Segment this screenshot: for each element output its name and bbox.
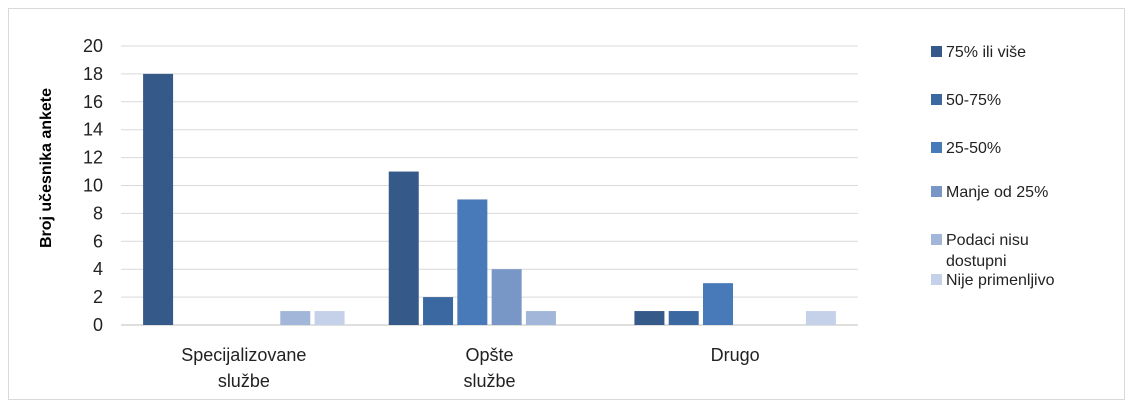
legend-label: 50-75% [946, 92, 1001, 109]
bar [805, 311, 836, 325]
legend-label: 25-50% [946, 140, 1001, 157]
x-category-label-line: Drugo [711, 345, 760, 365]
x-category-label-line: službe [218, 371, 270, 391]
x-category-label: Opšte službe [463, 345, 515, 391]
bar [423, 297, 454, 325]
chart-frame [8, 8, 1125, 400]
legend-swatch [931, 234, 942, 245]
y-tick-label: 12 [83, 148, 103, 168]
bar [314, 311, 345, 325]
legend-label: Nije primenljivo [946, 272, 1055, 289]
x-category-label-line: službe [463, 371, 515, 391]
y-tick-label: 10 [83, 176, 103, 196]
y-tick-label: 6 [93, 231, 103, 251]
legend-swatch [931, 274, 942, 285]
bar [388, 171, 419, 325]
bar [143, 73, 174, 326]
bar [668, 311, 699, 325]
y-axis-label: Broj učesnika ankete [38, 88, 55, 248]
y-tick-label: 4 [93, 259, 103, 279]
x-category-label: Drugo [711, 345, 760, 365]
legend-label-line: Nije primenljivo [946, 272, 1055, 289]
y-tick-label: 8 [93, 203, 103, 223]
bar [634, 311, 665, 325]
legend-swatch [931, 186, 942, 197]
x-category-label-line: Opšte [465, 345, 513, 365]
legend-label-line: 75% ili više [946, 44, 1026, 61]
y-tick-label: 16 [83, 92, 103, 112]
bar [280, 311, 311, 325]
y-tick-label: 18 [83, 64, 103, 84]
legend-label: Podaci nisu dostupni [946, 232, 1029, 270]
bar [525, 311, 556, 325]
y-tick-label: 20 [83, 36, 103, 56]
x-category-label: Specijalizovane službe [181, 345, 306, 391]
legend-swatch [931, 142, 942, 153]
y-tick-label: 14 [83, 120, 103, 140]
legend-label: 75% ili više [946, 44, 1026, 61]
bar [457, 199, 488, 325]
legend-label: Manje od 25% [946, 184, 1048, 201]
bar [491, 269, 522, 325]
legend-swatch [931, 94, 942, 105]
legend-label-line: Manje od 25% [946, 184, 1048, 201]
legend-label-line: dostupni [946, 253, 1007, 270]
x-category-label-line: Specijalizovane [181, 345, 306, 365]
bar [703, 283, 734, 325]
legend-label-line: 25-50% [946, 140, 1001, 157]
legend-label-line: 50-75% [946, 92, 1001, 109]
y-tick-label: 2 [93, 287, 103, 307]
y-tick-label: 0 [93, 315, 103, 335]
legend-swatch [931, 46, 942, 57]
legend-label-line: Podaci nisu [946, 232, 1029, 249]
